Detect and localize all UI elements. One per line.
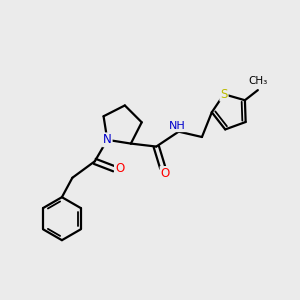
Text: CH₃: CH₃ <box>248 76 268 85</box>
Text: S: S <box>220 88 228 101</box>
Text: O: O <box>160 167 170 180</box>
Text: N: N <box>103 133 112 146</box>
Text: NH: NH <box>169 121 185 131</box>
Text: O: O <box>115 162 124 175</box>
